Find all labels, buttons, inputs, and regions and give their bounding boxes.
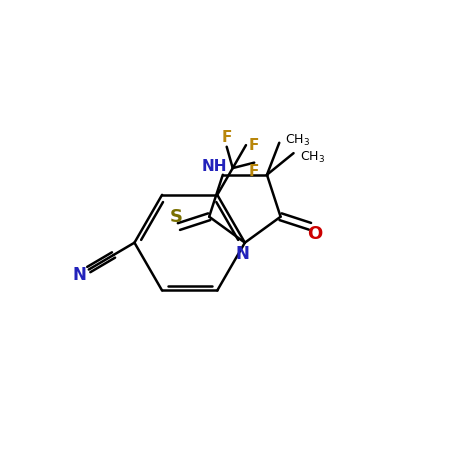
Text: F: F xyxy=(249,164,259,179)
Text: S: S xyxy=(170,208,183,226)
Text: F: F xyxy=(249,138,259,153)
Text: N: N xyxy=(72,266,86,284)
Text: F: F xyxy=(221,130,232,145)
Text: N: N xyxy=(236,245,250,263)
Text: CH$_3$: CH$_3$ xyxy=(300,150,324,165)
Text: CH$_3$: CH$_3$ xyxy=(285,133,310,148)
Text: O: O xyxy=(307,225,322,243)
Text: NH: NH xyxy=(201,159,227,174)
